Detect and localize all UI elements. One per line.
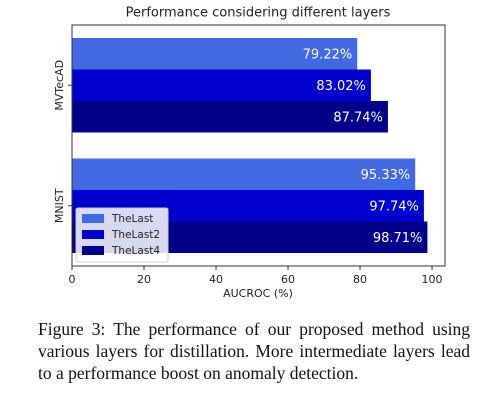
x-tick-label: 60 (281, 273, 295, 286)
legend-label: TheLast2 (111, 229, 160, 241)
x-tick-label: 100 (422, 273, 443, 286)
x-axis-label: AUCROC (%) (223, 287, 293, 300)
y-tick-label: MNIST (53, 188, 66, 223)
legend-swatch (82, 230, 104, 239)
legend-label: TheLast (111, 213, 153, 225)
legend-swatch (82, 246, 104, 255)
value-label: 87.74% (333, 110, 383, 125)
x-tick-label: 0 (69, 273, 76, 286)
chart-title: Performance considering different layers (126, 6, 391, 21)
bar (72, 158, 416, 190)
value-label: 79.22% (303, 47, 353, 62)
x-tick-label: 20 (137, 273, 151, 286)
x-tick-label: 40 (209, 273, 223, 286)
y-tick-label: MVTecAD (53, 60, 66, 111)
caption: Figure 3: The performance of our propose… (38, 319, 470, 383)
value-label: 83.02% (316, 79, 366, 94)
legend-swatch (82, 214, 104, 223)
legend-label: TheLast4 (111, 245, 160, 257)
bar (72, 101, 388, 133)
bar (72, 38, 358, 70)
value-label: 95.33% (361, 168, 411, 183)
chart: Performance considering different layers… (53, 6, 446, 300)
x-tick-label: 80 (353, 273, 367, 286)
value-label: 98.71% (373, 231, 423, 246)
plot-frame (71, 24, 446, 267)
bar (72, 69, 371, 101)
value-label: 97.74% (369, 199, 419, 214)
